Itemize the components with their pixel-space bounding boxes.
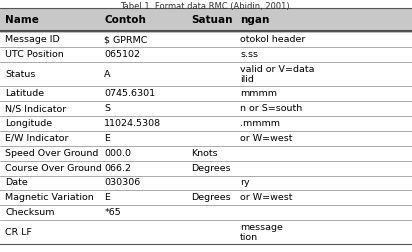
Text: UTC Position: UTC Position bbox=[5, 50, 64, 59]
Text: 0745.6301: 0745.6301 bbox=[104, 89, 155, 98]
Text: N/S Indicator: N/S Indicator bbox=[5, 104, 67, 113]
Text: Contoh: Contoh bbox=[104, 15, 146, 25]
Text: .mmmm: .mmmm bbox=[240, 119, 280, 128]
Bar bbox=[0, 205, 412, 220]
Text: Course Over Ground: Course Over Ground bbox=[5, 164, 102, 173]
Text: Checksum: Checksum bbox=[5, 208, 55, 217]
Text: Knots: Knots bbox=[191, 149, 218, 158]
Bar bbox=[0, 86, 412, 101]
Text: 065102: 065102 bbox=[104, 50, 140, 59]
Text: E/W Indicator: E/W Indicator bbox=[5, 134, 69, 143]
Bar bbox=[0, 8, 412, 31]
Bar bbox=[0, 191, 412, 205]
Text: E: E bbox=[104, 193, 110, 202]
Text: CR LF: CR LF bbox=[5, 228, 32, 237]
Text: Tabel 1. Format data RMC (Abidin, 2001).: Tabel 1. Format data RMC (Abidin, 2001). bbox=[120, 3, 292, 11]
Bar bbox=[0, 146, 412, 161]
Bar bbox=[0, 62, 412, 86]
Text: *65: *65 bbox=[104, 208, 121, 217]
Text: $ GPRMC: $ GPRMC bbox=[104, 35, 147, 44]
Text: Name: Name bbox=[5, 15, 39, 25]
Text: valid or V=data
ilid: valid or V=data ilid bbox=[240, 65, 315, 84]
Text: ngan: ngan bbox=[240, 15, 269, 25]
Bar bbox=[0, 33, 412, 47]
Text: Longitude: Longitude bbox=[5, 119, 52, 128]
Text: or W=west: or W=west bbox=[240, 193, 293, 202]
Bar bbox=[0, 161, 412, 176]
Bar bbox=[0, 220, 412, 244]
Bar bbox=[0, 101, 412, 116]
Text: 000.0: 000.0 bbox=[104, 149, 131, 158]
Text: ry: ry bbox=[240, 178, 250, 187]
Text: Date: Date bbox=[5, 178, 28, 187]
Bar bbox=[0, 116, 412, 131]
Text: E: E bbox=[104, 134, 110, 143]
Text: Degrees: Degrees bbox=[191, 193, 230, 202]
Text: otokol header: otokol header bbox=[240, 35, 306, 44]
Text: Satuan: Satuan bbox=[191, 15, 232, 25]
Text: Latitude: Latitude bbox=[5, 89, 44, 98]
Text: s.ss: s.ss bbox=[240, 50, 258, 59]
Text: Speed Over Ground: Speed Over Ground bbox=[5, 149, 99, 158]
Bar bbox=[0, 176, 412, 191]
Text: Message ID: Message ID bbox=[5, 35, 60, 44]
Text: Degrees: Degrees bbox=[191, 164, 230, 173]
Text: A: A bbox=[104, 70, 111, 79]
Text: 066.2: 066.2 bbox=[104, 164, 131, 173]
Text: Status: Status bbox=[5, 70, 36, 79]
Bar bbox=[0, 47, 412, 62]
Text: mmmm: mmmm bbox=[240, 89, 277, 98]
Bar bbox=[0, 131, 412, 146]
Text: Magnetic Variation: Magnetic Variation bbox=[5, 193, 94, 202]
Text: 11024.5308: 11024.5308 bbox=[104, 119, 162, 128]
Text: message
tion: message tion bbox=[240, 223, 283, 242]
Text: or W=west: or W=west bbox=[240, 134, 293, 143]
Text: S: S bbox=[104, 104, 110, 113]
Text: 030306: 030306 bbox=[104, 178, 140, 187]
Text: n or S=south: n or S=south bbox=[240, 104, 302, 113]
